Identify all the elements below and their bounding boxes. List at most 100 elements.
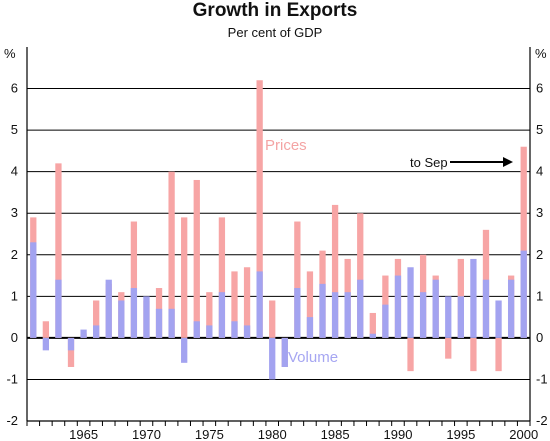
y-tick-label-left: 4 — [11, 164, 18, 179]
x-tick-label: 1970 — [132, 427, 161, 441]
prices-bar — [470, 337, 477, 372]
y-tick-label-left: 3 — [11, 205, 18, 220]
prices-bar — [306, 271, 314, 338]
volume-bar — [55, 279, 62, 338]
volume-bar — [369, 333, 376, 338]
volume-bar — [118, 300, 125, 338]
volume-bar — [357, 279, 364, 338]
y-tick-label-right: 0 — [536, 330, 543, 345]
volume-bar — [432, 279, 439, 338]
volume-bar — [457, 296, 464, 338]
prices-series — [30, 80, 527, 372]
volume-bar — [256, 271, 263, 338]
volume-bar — [105, 279, 112, 338]
volume-bar — [520, 250, 527, 338]
volume-bar — [495, 300, 502, 338]
volume-bar — [507, 279, 515, 338]
volume-bar — [319, 283, 326, 338]
volume-bar — [407, 267, 414, 338]
to-sep-annotation: to Sep — [410, 155, 448, 170]
volume-bar — [281, 337, 288, 367]
y-tick-label-left: 2 — [11, 247, 18, 262]
volume-annotation: Volume — [288, 349, 338, 366]
y-tick-label-left: 1 — [11, 288, 18, 303]
prices-bar — [218, 217, 226, 338]
prices-bar — [55, 163, 62, 338]
x-tick-label: 1995 — [446, 427, 475, 441]
volume-bar — [344, 292, 351, 338]
volume-bar — [470, 258, 477, 338]
x-tick-label: 1985 — [321, 427, 350, 441]
volume-bar — [482, 279, 490, 338]
axes — [26, 47, 531, 426]
y-tick-label-right: 4 — [536, 164, 543, 179]
chart-title: Growth in Exports — [193, 0, 358, 21]
to-sep-arrow-icon — [450, 157, 513, 167]
volume-bar — [67, 337, 75, 351]
volume-bar — [394, 275, 402, 338]
volume-bar — [181, 337, 188, 363]
volume-bar — [155, 308, 163, 338]
y-tick-label-left: 0 — [11, 330, 18, 345]
x-tick-label: 1965 — [69, 427, 98, 441]
y-tick-label-left: 6 — [11, 81, 18, 96]
prices-bar — [269, 300, 276, 338]
prices-bar — [520, 146, 527, 338]
y-tick-label-right: 3 — [536, 205, 543, 220]
y-tick-labels: -2 -2 -1 -1 0 0 1 1 2 2 3 3 4 4 5 5 6 6 — [6, 81, 547, 428]
prices-bar — [206, 292, 213, 338]
prices-bar — [243, 267, 251, 338]
y-tick-label-right: 5 — [536, 122, 543, 137]
volume-bar — [306, 317, 314, 338]
y-tick-label-left: -1 — [6, 371, 18, 386]
volume-bar — [294, 288, 301, 338]
y-tick-label-right: 2 — [536, 247, 543, 262]
volume-bar — [168, 308, 175, 338]
volume-bar — [445, 296, 452, 338]
y-tick-label-right: -2 — [536, 413, 548, 428]
volume-bar — [42, 337, 50, 351]
prices-bar — [67, 337, 75, 367]
volume-bar — [269, 337, 276, 380]
volume-bar — [243, 325, 251, 338]
volume-bar — [30, 242, 37, 338]
y-tick-label-left: -2 — [6, 413, 18, 428]
chart-subtitle: Per cent of GDP — [228, 25, 323, 40]
x-tick-label: 1990 — [384, 427, 413, 441]
volume-bar — [143, 296, 150, 338]
prices-bar — [193, 179, 200, 338]
prices-bar — [495, 337, 502, 372]
x-tick-labels: 1965 1970 1975 1980 1985 1990 1995 2000 — [69, 427, 538, 441]
volume-bar — [93, 325, 100, 338]
volume-bar — [193, 321, 200, 338]
volume-bar — [218, 292, 226, 338]
y-tick-label-right: -1 — [536, 371, 548, 386]
prices-bar — [331, 204, 339, 338]
y-unit-right: % — [535, 46, 547, 61]
prices-bar — [130, 221, 138, 338]
volume-bar — [80, 329, 87, 338]
x-tick-label: 1975 — [195, 427, 224, 441]
volume-bar — [130, 288, 138, 338]
prices-bar — [181, 217, 188, 338]
volume-bar — [382, 304, 389, 338]
volume-bar — [206, 325, 213, 338]
prices-annotation: Prices — [265, 137, 307, 154]
prices-bar — [294, 221, 301, 338]
prices-bar — [445, 337, 452, 359]
y-unit-left: % — [4, 46, 16, 61]
volume-bar — [419, 292, 427, 338]
prices-bar — [168, 171, 175, 338]
prices-bar — [407, 337, 414, 372]
y-tick-label-right: 1 — [536, 288, 543, 303]
prices-bar — [256, 80, 263, 338]
x-tick-label: 1980 — [258, 427, 287, 441]
y-tick-label-left: 5 — [11, 122, 18, 137]
y-tick-label-right: 6 — [536, 81, 543, 96]
prices-bar — [42, 321, 50, 338]
volume-bar — [231, 321, 238, 338]
prices-bar — [369, 312, 376, 338]
volume-bar — [331, 292, 339, 338]
prices-bar — [357, 213, 364, 338]
